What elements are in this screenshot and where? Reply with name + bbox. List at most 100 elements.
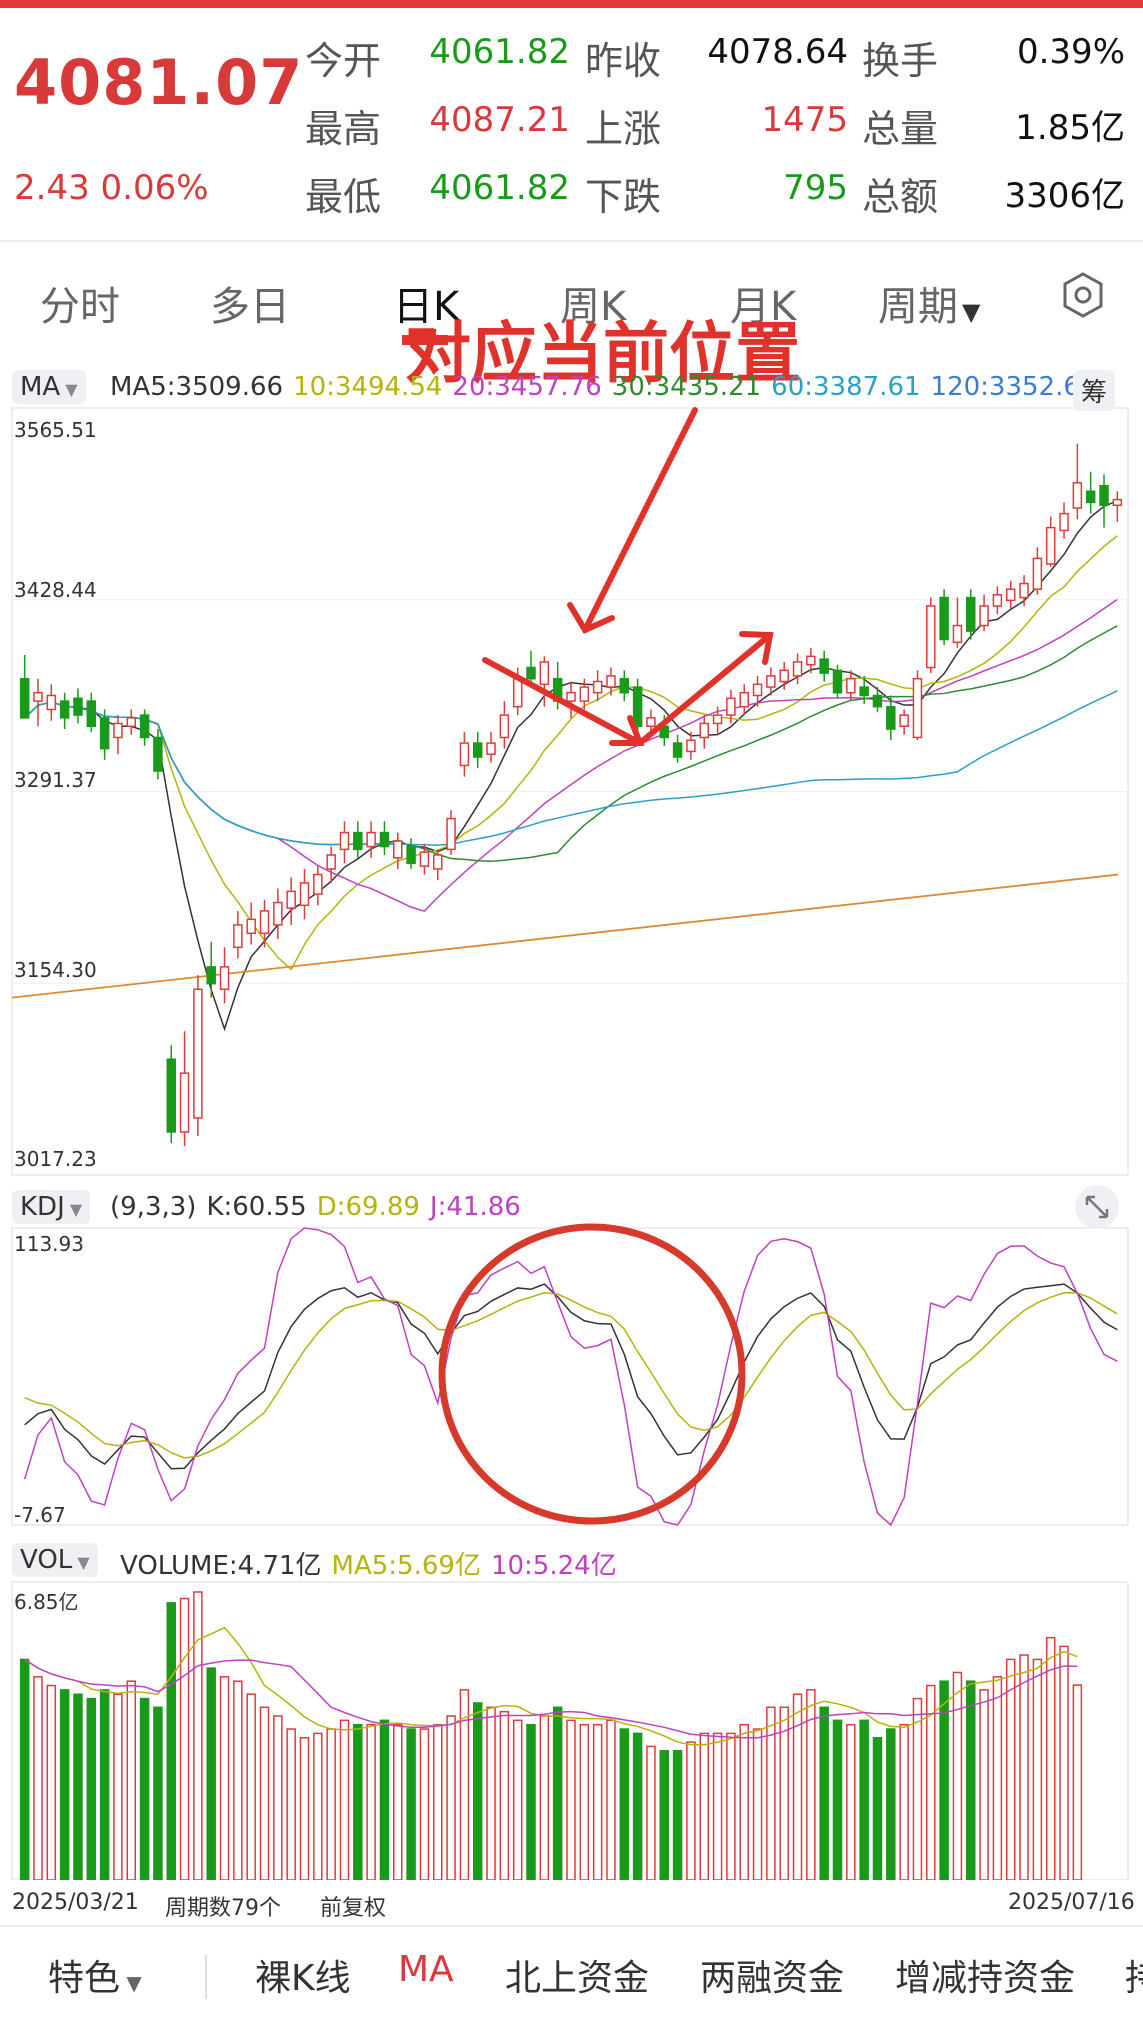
volume-bar (952, 1671, 963, 1880)
tab-monthly-k[interactable]: 月K (730, 284, 797, 330)
candle-body (193, 988, 203, 1119)
toolbar-featured[interactable]: 特色 ▼ (48, 1949, 142, 2001)
chevron-down-icon: ▼ (64, 1200, 83, 1219)
candle-body (326, 854, 336, 870)
top-accent-bar (0, 0, 1143, 8)
volume-bar (379, 1719, 390, 1880)
ma5-line (24, 500, 1118, 1032)
quote-panel: 4081.07 2.43 0.06% 今开 4061.82 昨收 4078.64 换手 0… (0, 8, 1143, 238)
candle-body (113, 722, 123, 739)
candle-body (393, 840, 403, 859)
tab-period-label: 周期 (878, 284, 958, 330)
vol-indicator-chip[interactable]: VOL ▼ (12, 1543, 98, 1577)
period-tabs: 分时 多日 日K 周K 月K 周期 ▼ (0, 242, 1143, 352)
chevron-down-icon: ▼ (962, 298, 981, 326)
price-change: 2.43 0.06% (14, 168, 209, 208)
legend-item: K:60.55 (206, 1192, 307, 1222)
price-axis-label: 3291.37 (14, 768, 97, 792)
legend-item: MA5:3509.66 (110, 372, 284, 402)
candle-body (872, 694, 883, 708)
candle-body (459, 742, 470, 767)
volume-bar (979, 1689, 989, 1880)
candle-body (832, 669, 843, 694)
tab-multi-day[interactable]: 多日 (210, 284, 290, 330)
toolbar-more[interactable]: 持 (1125, 1949, 1143, 2001)
volume-bar (139, 1697, 150, 1880)
toolbar-holdings-change[interactable]: 增减持资金 (895, 1958, 1076, 1999)
candle-body (406, 845, 416, 865)
candle-body (339, 831, 350, 851)
ma20-line (24, 598, 1118, 913)
ma30-line (24, 625, 1118, 863)
volume-bar (819, 1706, 829, 1880)
volume-bar (46, 1684, 57, 1880)
price-axis-max: 3565.51 (14, 418, 97, 442)
candle-body (472, 742, 483, 758)
volume-bar (393, 1723, 403, 1880)
volume-bar (632, 1732, 643, 1880)
volume-bar (1032, 1658, 1043, 1880)
candle-body (566, 691, 576, 702)
candle-body (712, 714, 723, 725)
volume-bar (59, 1689, 70, 1880)
tab-intraday[interactable]: 分时 (40, 284, 120, 330)
candle-body (219, 966, 230, 991)
volume-bar (19, 1658, 30, 1880)
candle-body (766, 675, 776, 688)
volume-bar (699, 1732, 710, 1880)
toolbar-naked-k[interactable]: 裸K线 (255, 1958, 351, 1999)
candle-body (1019, 582, 1029, 599)
volume-bar (1059, 1645, 1069, 1880)
candle-body (752, 683, 763, 697)
volume-bar (313, 1732, 323, 1880)
tab-weekly-k[interactable]: 周K (560, 284, 627, 330)
panel-frame (11, 1581, 1129, 1880)
vol-chip-label: VOL (20, 1545, 73, 1575)
volume-bar (592, 1723, 603, 1880)
ma-indicator-chip[interactable]: MA ▼ (12, 370, 86, 404)
volume-bar (166, 1602, 176, 1880)
quote-label: 上涨 (585, 107, 662, 151)
volume-bar (526, 1723, 536, 1880)
volume-bar (899, 1723, 909, 1880)
chip-distribution-button[interactable]: 筹 (1073, 370, 1116, 411)
tab-daily-k[interactable]: 日K (393, 284, 460, 330)
candle-body (512, 677, 523, 708)
volume-bar (619, 1728, 630, 1880)
candle-body (672, 742, 683, 758)
candle-body (592, 680, 603, 694)
kdj-k-line (24, 1283, 1118, 1470)
kdj-indicator-chip[interactable]: KDJ ▼ (12, 1190, 91, 1224)
hexagon-settings-icon[interactable] (1058, 270, 1108, 320)
tab-period-dropdown[interactable]: 周期 ▼ (878, 274, 980, 332)
kline-chart[interactable] (0, 360, 1143, 1880)
candle-body (992, 594, 1003, 607)
quote-value: 4061.82 (429, 32, 570, 72)
volume-bar (872, 1736, 883, 1880)
volume-bar (153, 1706, 163, 1880)
candle-body (73, 697, 83, 716)
kdj-axis-max: 113.93 (14, 1232, 84, 1256)
kdj-axis-min: -7.67 (14, 1503, 66, 1527)
candle-body (739, 691, 749, 708)
volume-bar (206, 1667, 216, 1880)
candle-body (539, 661, 550, 686)
toolbar-ma[interactable]: MA (398, 1949, 454, 1990)
volume-bar (912, 1697, 923, 1880)
legend-item: 60:3387.61 (771, 372, 921, 402)
legend-item: MA5:5.69亿 (331, 1551, 481, 1581)
volume-bar (33, 1676, 43, 1880)
candle-body (979, 605, 989, 627)
candle-body (686, 739, 696, 753)
expand-icon[interactable] (1073, 1183, 1121, 1231)
candle-body (206, 966, 216, 985)
start-date: 2025/03/21 (12, 1890, 139, 1915)
candle-body (912, 677, 923, 739)
panel-frame (11, 1227, 1129, 1526)
period-count: 周期数79个 (165, 1896, 281, 1921)
chevron-down-icon: ▼ (72, 1553, 90, 1572)
toolbar-northbound[interactable]: 北上资金 (505, 1958, 650, 1999)
toolbar-margin[interactable]: 两融资金 (700, 1958, 845, 1999)
volume-bar (406, 1728, 416, 1880)
quote-label: 今开 (305, 39, 382, 83)
